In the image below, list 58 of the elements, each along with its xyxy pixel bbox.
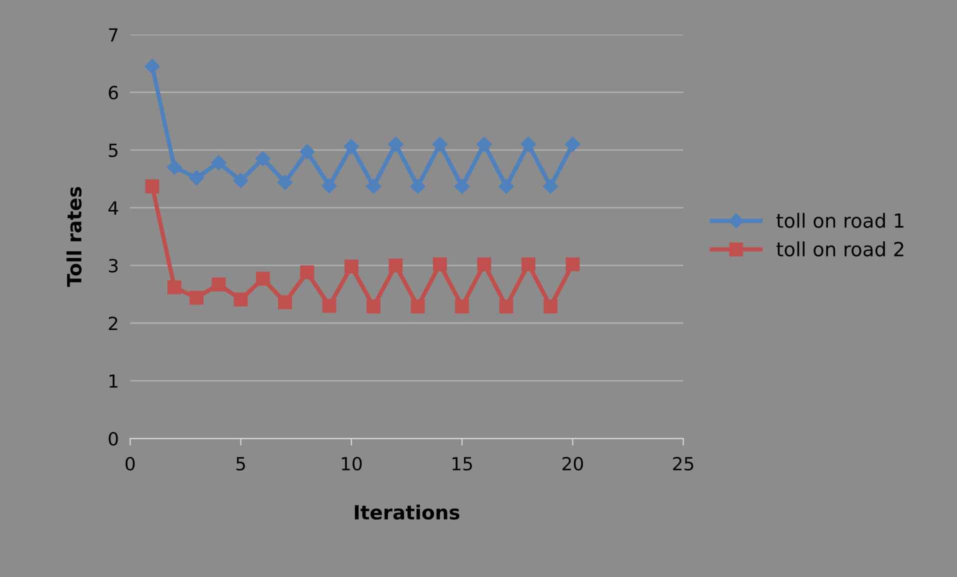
point: [542, 178, 558, 194]
point: [455, 299, 469, 314]
point: [144, 58, 160, 74]
point: [300, 144, 315, 160]
point: [366, 299, 380, 314]
point: [190, 290, 204, 305]
point: [188, 170, 204, 186]
point: [432, 136, 448, 152]
y-axis-title: Toll rates: [66, 187, 82, 287]
point: [477, 257, 492, 272]
x-tick-label: 0: [126, 456, 135, 471]
y-tick-label: 7: [109, 28, 118, 42]
point: [234, 292, 248, 306]
y-tick-label: 1: [110, 374, 118, 388]
point: [499, 299, 514, 314]
point: [454, 178, 470, 194]
x-tick-label: 20: [562, 456, 583, 471]
point: [278, 295, 292, 310]
point: [277, 174, 293, 190]
point: [565, 136, 580, 152]
y-tick-label: 0: [108, 432, 118, 446]
point: [521, 257, 536, 272]
point: [145, 179, 160, 194]
point: [255, 151, 270, 166]
point: [233, 173, 248, 188]
x-tick-label: 10: [342, 456, 362, 471]
point: [566, 257, 580, 272]
point: [410, 178, 426, 194]
point: [388, 136, 404, 152]
point: [344, 138, 359, 154]
y-tick-label: 5: [108, 144, 118, 158]
y-tick-label: 4: [108, 201, 118, 215]
legend-label: toll on road 1: [776, 212, 904, 228]
x-tick-label: 25: [673, 456, 694, 471]
point: [212, 278, 226, 292]
legend-label: toll on road 2: [776, 241, 904, 256]
point: [544, 299, 558, 314]
point: [322, 298, 336, 313]
point: [476, 136, 492, 152]
point: [410, 299, 425, 314]
point: [300, 265, 314, 280]
point: [166, 160, 182, 175]
y-tick-label: 3: [108, 258, 118, 273]
point: [366, 178, 382, 194]
point: [211, 155, 226, 170]
point: [344, 260, 358, 274]
x-axis-title: Iterations: [354, 504, 460, 520]
y-tick-label: 2: [108, 316, 118, 330]
x-tick-label: 15: [452, 457, 472, 471]
point: [256, 272, 270, 286]
y-tick-label: 6: [108, 86, 118, 100]
point: [322, 178, 337, 194]
point: [167, 280, 182, 294]
point: [388, 258, 403, 272]
point: [432, 257, 447, 272]
point: [520, 136, 536, 152]
x-tick-label: 5: [236, 457, 245, 471]
point: [498, 178, 514, 194]
